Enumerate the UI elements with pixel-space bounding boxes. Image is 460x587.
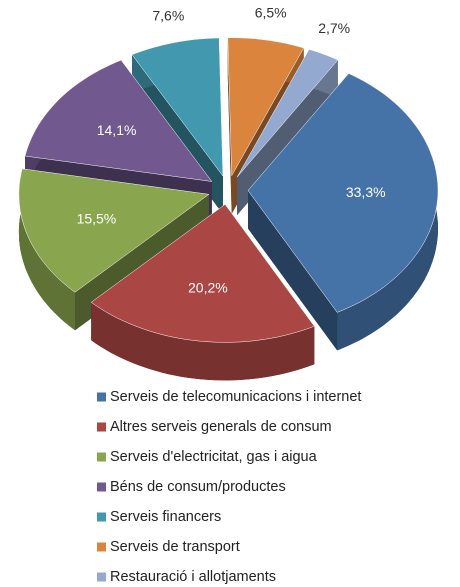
slice-side [248,190,338,351]
data-label: 2,7% [318,20,350,36]
legend-label: Restauració i allotjaments [110,569,276,585]
legend-swatch [97,392,106,402]
slice [90,204,315,343]
legend-label: Serveis financers [110,509,221,525]
data-label: 6,5% [255,4,287,20]
slice [227,37,305,177]
slice [236,49,339,178]
data-label: 15,5% [77,210,117,226]
data-label: 14,1% [97,122,137,138]
legend-swatch [97,452,106,462]
pie [18,37,439,381]
data-label: 33,3% [346,184,386,200]
data-label: 7,6% [152,7,184,23]
data-label: 20,2% [188,280,228,296]
slice [24,59,213,182]
legend-label: Serveis de telecomunicacions i internet [110,389,361,405]
legend-label: Béns de consum/productes [110,479,286,495]
legend-label: Serveis de transport [110,539,240,555]
slice-side [227,37,232,214]
legend-label: Altres serveis generals de consum [110,419,332,435]
legend-swatch [97,542,106,552]
legend-label: Serveis d'electricitat, gas i aigua [110,449,318,465]
legend-swatch [97,572,106,582]
slice-side [91,302,315,381]
slice [247,73,439,313]
slice [18,168,210,293]
slice [131,37,224,177]
slice-side [18,168,75,331]
legend-swatch [97,482,106,492]
legend-swatch [97,422,106,432]
legend-swatch [97,512,106,522]
